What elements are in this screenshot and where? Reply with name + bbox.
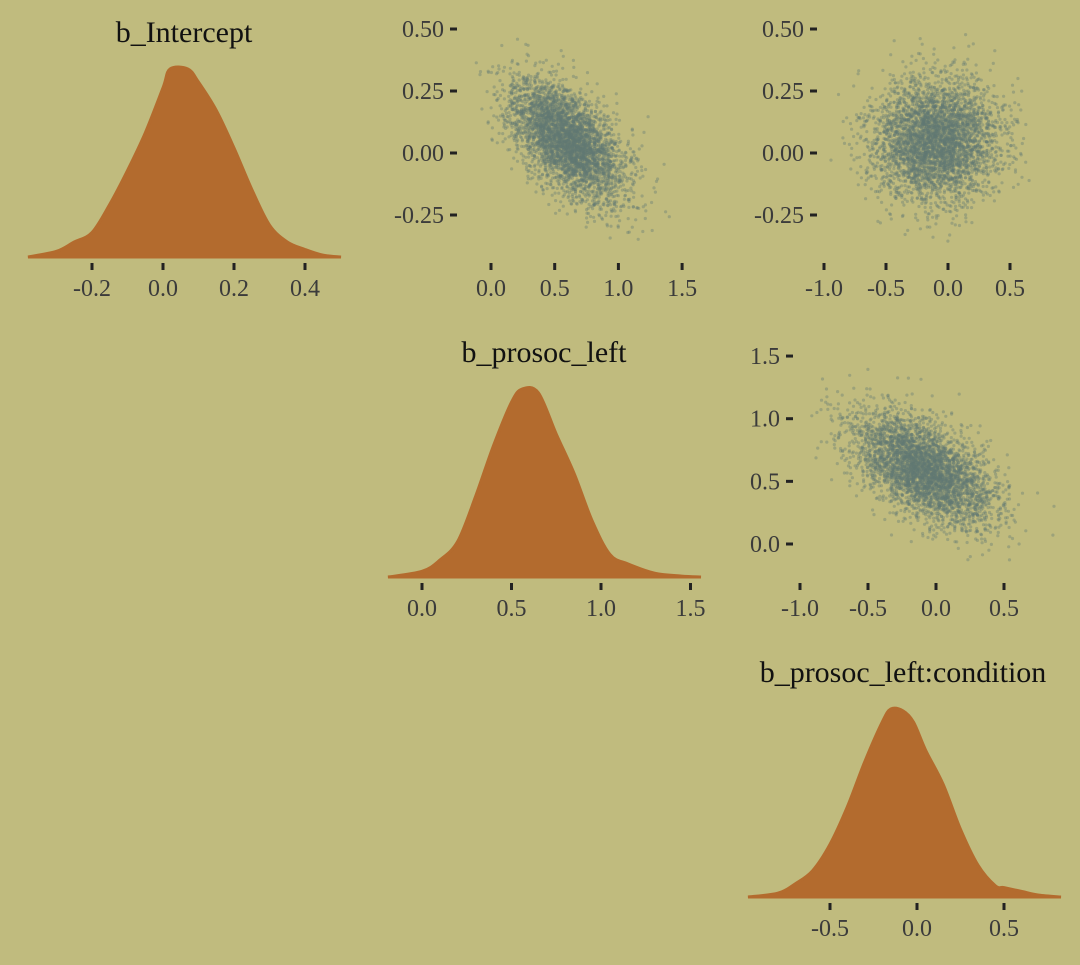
y-tick-label: 0.00: [402, 141, 444, 167]
x-tick-label: -0.5: [811, 916, 849, 942]
x-tick-label: 0.0: [921, 596, 951, 622]
y-tick-label: 0.50: [402, 17, 444, 43]
y-tick-label: 0.5: [750, 469, 780, 495]
y-tick-label: 1.0: [750, 407, 780, 433]
x-tick-label: 1.0: [603, 276, 633, 302]
y-tick-label: 0.0: [750, 532, 780, 558]
x-tick-label: 0.0: [407, 596, 437, 622]
x-tick-label: 0.0: [476, 276, 506, 302]
y-tick-label: -0.25: [754, 203, 804, 229]
x-tick-label: 1.5: [676, 596, 706, 622]
y-tick-label: 0.25: [762, 79, 804, 105]
x-tick-label: 0.2: [219, 276, 249, 302]
x-tick-label: 0.0: [933, 276, 963, 302]
x-tick-label: 0.0: [902, 916, 932, 942]
panel-title-b-prosoc-left: b_prosoc_left: [462, 336, 628, 369]
x-tick-label: 0.5: [497, 596, 527, 622]
y-tick-label: 0.25: [402, 79, 444, 105]
x-tick-label: 1.5: [667, 276, 697, 302]
x-tick-label: 0.5: [989, 596, 1019, 622]
y-tick-label: -0.25: [394, 203, 444, 229]
x-tick-label: -1.0: [781, 596, 819, 622]
x-tick-label: 1.0: [586, 596, 616, 622]
x-tick-label: -0.5: [849, 596, 887, 622]
x-tick-label: -0.2: [73, 276, 111, 302]
x-tick-label: 0.5: [540, 276, 570, 302]
x-tick-label: 0.5: [995, 276, 1025, 302]
y-tick-label: 0.50: [762, 17, 804, 43]
x-tick-label: -0.5: [867, 276, 905, 302]
panel-title-b-intercept: b_Intercept: [116, 16, 253, 49]
panel-title-b-prosoc-left-condition: b_prosoc_left:condition: [760, 656, 1047, 689]
x-tick-label: 0.5: [989, 916, 1019, 942]
x-tick-label: 0.4: [290, 276, 320, 302]
y-tick-label: 0.00: [762, 141, 804, 167]
y-tick-label: 1.5: [750, 344, 780, 370]
x-tick-label: 0.0: [148, 276, 178, 302]
x-tick-label: -1.0: [805, 276, 843, 302]
